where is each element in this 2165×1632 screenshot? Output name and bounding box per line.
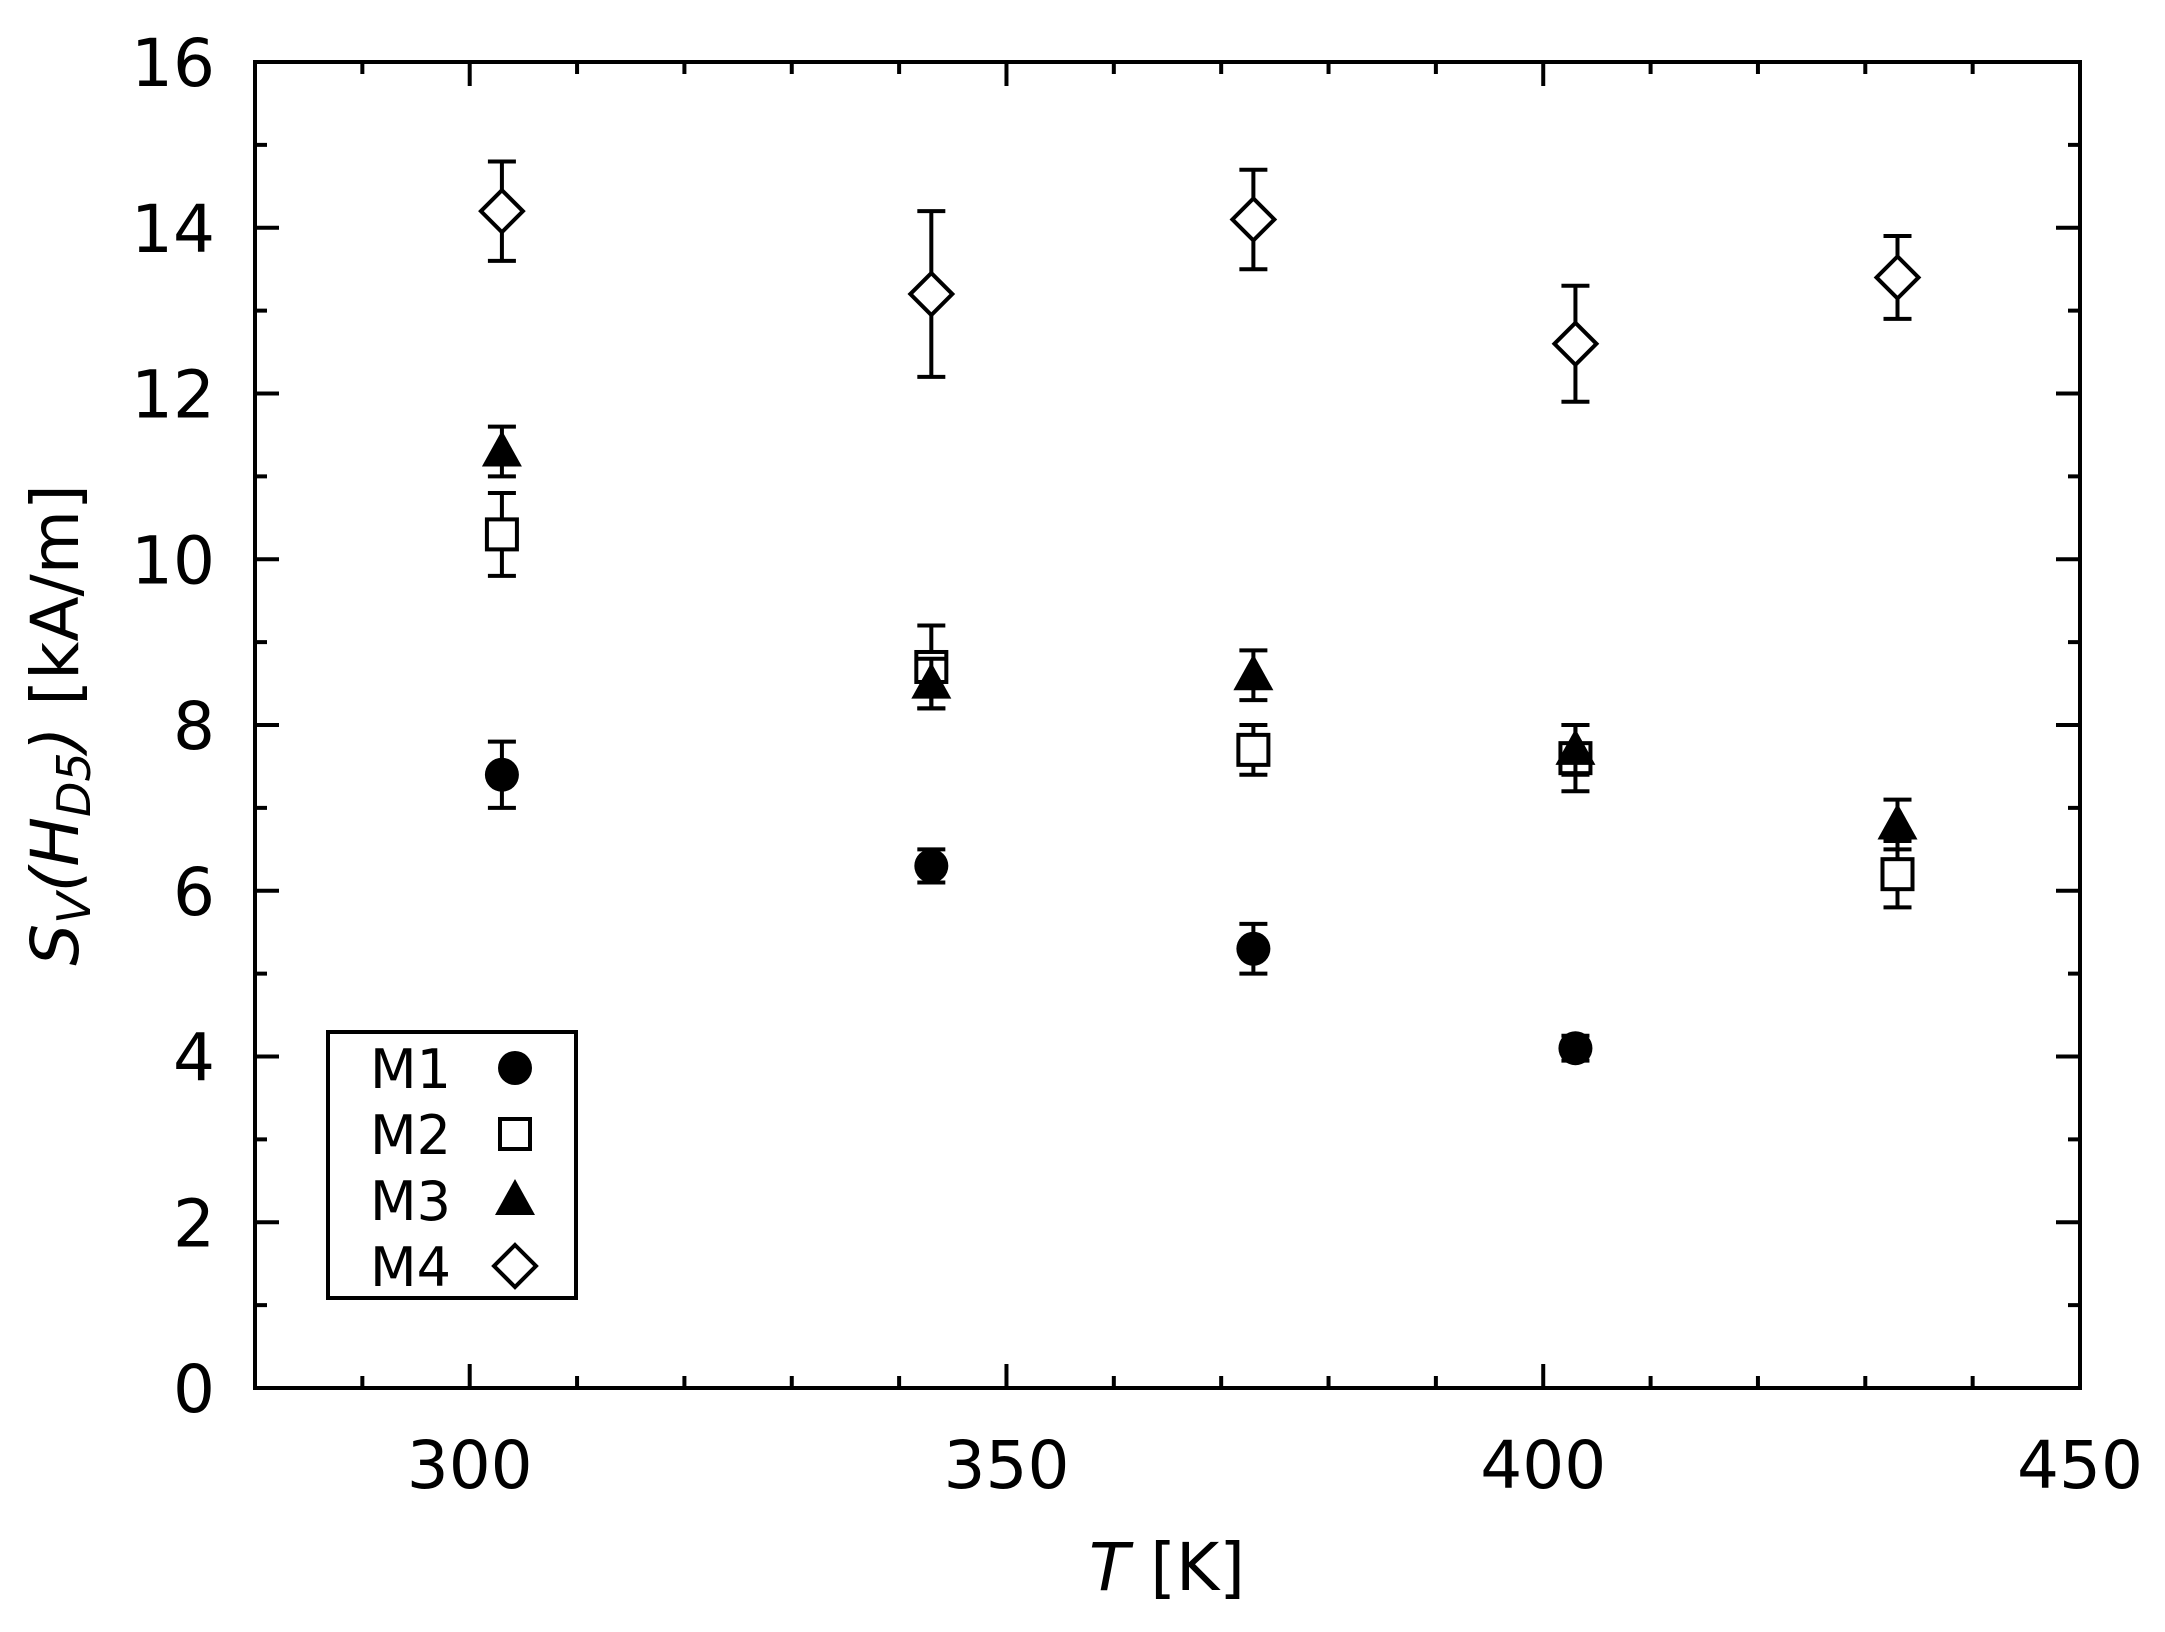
point-m2 bbox=[1236, 732, 1271, 767]
point-m3 bbox=[911, 662, 952, 699]
point-m1 bbox=[914, 848, 949, 883]
y-tick-label: 0 bbox=[173, 1351, 215, 1428]
y-axis-symbol-s: S bbox=[17, 924, 94, 966]
y-tick-label: 14 bbox=[131, 191, 215, 268]
point-m1 bbox=[1236, 931, 1271, 966]
data-markers bbox=[478, 159, 1922, 1066]
point-m4 bbox=[1551, 319, 1600, 368]
plot-frame bbox=[253, 60, 2082, 1390]
x-tick-label: 450 bbox=[2017, 1427, 2143, 1504]
legend-label-m1: M1 bbox=[370, 1038, 451, 1101]
point-m2 bbox=[484, 517, 519, 552]
legend-marker-m4 bbox=[491, 1242, 539, 1290]
y-tick-label: 16 bbox=[131, 25, 215, 102]
point-m3 bbox=[1555, 728, 1596, 765]
y-axis-symbol-h: (H bbox=[17, 817, 94, 892]
point-m4 bbox=[1873, 253, 1922, 302]
y-axis-close-paren: ) bbox=[17, 727, 94, 758]
y-tick-label: 6 bbox=[173, 854, 215, 931]
tick-labels: 300 350 400 450 0 2 4 6 8 10 12 14 16 bbox=[131, 25, 2143, 1504]
legend-marker-m3 bbox=[495, 1179, 535, 1215]
legend-marker-m2 bbox=[498, 1117, 532, 1151]
point-m4 bbox=[907, 270, 956, 318]
point-m3 bbox=[1233, 654, 1274, 691]
x-axis-title: T [K] bbox=[1089, 1529, 1245, 1606]
point-m3 bbox=[481, 430, 522, 467]
x-axis-unit: [K] bbox=[1129, 1529, 1245, 1606]
point-m3 bbox=[1877, 803, 1918, 840]
legend-label-m2: M2 bbox=[370, 1104, 451, 1167]
legend-label-m3: M3 bbox=[370, 1170, 451, 1233]
y-axis-title: SV(HD5) [kA/m] bbox=[17, 484, 101, 966]
point-m4 bbox=[1229, 195, 1278, 244]
x-tick-label: 300 bbox=[407, 1427, 533, 1504]
legend-label-m4: M4 bbox=[370, 1236, 451, 1299]
y-axis-subscript-v: V bbox=[47, 889, 101, 924]
legend-marker-m1 bbox=[498, 1051, 532, 1085]
point-m1 bbox=[1558, 1031, 1593, 1066]
x-tick-label: 350 bbox=[943, 1427, 1069, 1504]
point-m2 bbox=[1880, 857, 1915, 892]
point-m4 bbox=[478, 187, 526, 236]
y-tick-label: 10 bbox=[131, 522, 215, 599]
y-tick-label: 2 bbox=[173, 1185, 215, 1262]
x-tick-label: 400 bbox=[1480, 1427, 1606, 1504]
y-tick-label: 8 bbox=[173, 688, 215, 765]
legend-box bbox=[326, 1030, 578, 1300]
y-axis-unit: [kA/m] bbox=[17, 484, 94, 726]
x-axis-symbol: T bbox=[1089, 1529, 1134, 1606]
y-axis-subscript-d5: D5 bbox=[47, 752, 101, 817]
y-tick-label: 12 bbox=[131, 357, 215, 434]
point-m1 bbox=[484, 757, 519, 792]
y-tick-label: 4 bbox=[173, 1020, 215, 1097]
